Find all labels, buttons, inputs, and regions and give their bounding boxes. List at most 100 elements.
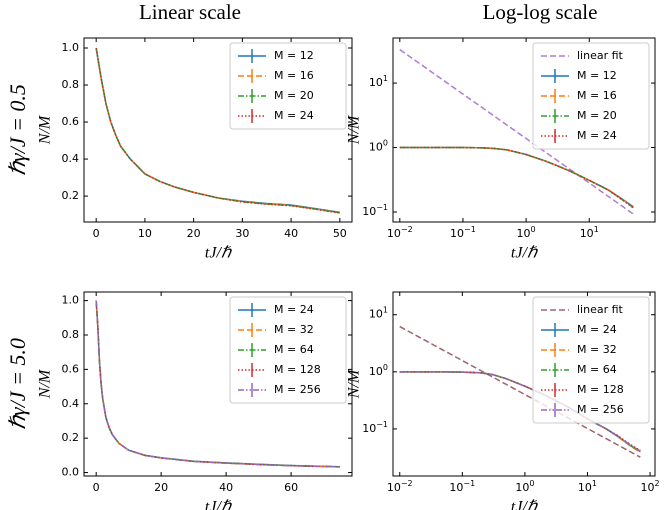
y-tick-label-base: 1.0 [62,294,80,307]
x-tick-label-base: 10 [580,227,594,240]
x-tick-label: 101 [580,225,599,241]
y-tick-label: 1.0 [62,294,80,307]
x-tick-label: 10−2 [387,225,413,241]
y-tick-label: 0.8 [62,78,80,91]
x-tick-label: 0 [93,481,100,494]
x-tick-label: 100 [515,479,534,495]
series-line [399,49,634,215]
legend-label: M = 16 [577,89,617,102]
x-tick-label: 10 [138,227,152,240]
x-tick-label-exponent: 0 [529,479,534,488]
y-tick-label-exponent: 0 [383,362,388,371]
y-axis-label: N/M [37,368,54,399]
y-tick-label-exponent: 0 [383,138,388,147]
y-axis-label: N/M [346,368,363,399]
y-tick-label: 10−1 [362,419,388,435]
y-tick-label: 101 [369,305,388,321]
x-tick-label: 101 [578,479,597,495]
legend-label: M = 256 [577,403,624,416]
y-tick-label: 100 [369,362,388,378]
y-tick-label: 0.6 [62,362,80,375]
x-tick-label: 102 [640,479,659,495]
y-tick-label: 100 [369,138,388,154]
y-tick-label-base: 0.0 [62,466,80,479]
legend-box [532,296,650,424]
legend-label: M = 12 [274,49,314,62]
legend-box [229,296,347,404]
legend-label: M = 16 [274,69,314,82]
y-tick-label: 0.4 [62,397,80,410]
legend-label: M = 128 [274,363,321,376]
legend-box [532,42,650,150]
legend-label: M = 32 [577,343,617,356]
column-title: Linear scale [139,0,241,24]
x-tick-label-exponent: 1 [592,479,597,488]
legend-label: M = 20 [274,89,314,102]
series-line [95,47,340,214]
x-tick-label-exponent: −2 [401,225,413,234]
y-tick-label: 0.2 [62,189,80,202]
plot-lines [95,300,340,468]
y-tick-label: 0.0 [62,466,80,479]
y-tick-label: 0.4 [62,152,80,165]
x-tick-label-base: 10 [449,481,463,494]
legend-label: M = 24 [577,129,617,142]
y-tick-label-base: 10 [369,308,383,321]
y-tick-label: 10−1 [362,203,388,219]
column-title: Log-log scale [483,0,598,24]
y-tick-label: 101 [369,74,388,90]
x-tick-label: 40 [219,481,233,494]
x-tick-label-exponent: −1 [463,479,475,488]
plot-lines [95,47,340,214]
y-tick-label-base: 10 [369,365,383,378]
x-tick-label-base: 10 [640,481,654,494]
x-tick-label: 10−2 [387,479,413,495]
x-tick-label: 50 [333,227,347,240]
x-tick-label: 20 [154,481,168,494]
legend-label: M = 12 [577,69,617,82]
row-label: ℏγ/J = 0.5 [5,84,30,176]
legend-label: linear fit [577,49,624,62]
y-tick-label-exponent: −1 [376,419,388,428]
x-tick-label: 10−1 [450,225,476,241]
y-axis-label: N/M [346,114,363,145]
x-tick-label-base: 10 [515,481,529,494]
row-label: ℏγ/J = 5.0 [5,338,30,430]
y-tick-label: 0.6 [62,115,80,128]
legend-label: M = 24 [274,109,314,122]
y-tick-label: 1.0 [62,41,80,54]
x-tick-label: 100 [517,225,536,241]
y-tick-label: 0.2 [62,431,80,444]
legend-label: M = 64 [577,363,617,376]
legend-label: M = 24 [577,323,617,336]
x-tick-label-base: 10 [387,481,401,494]
x-tick-label: 10−1 [449,479,475,495]
x-tick-label: 0 [93,227,100,240]
y-tick-label-exponent: 1 [383,74,388,83]
series-line [399,325,641,458]
x-tick-label-base: 10 [517,227,531,240]
y-tick-label-exponent: −1 [376,203,388,212]
x-tick-label-exponent: 2 [654,479,659,488]
y-tick-label-base: 10 [369,76,383,89]
y-tick-label-base: 10 [362,422,376,435]
x-axis-label: tJ/ℏ [205,499,233,510]
y-tick-label: 0.8 [62,328,80,341]
x-tick-label: 60 [284,481,298,494]
legend-box [229,42,347,130]
x-tick-label: 30 [235,227,249,240]
x-axis-label: tJ/ℏ [205,245,233,262]
y-tick-label-base: 10 [369,141,383,154]
legend-label: linear fit [577,303,624,316]
plot-lines [399,49,634,215]
x-axis-label: tJ/ℏ [511,245,539,262]
x-tick-label-exponent: 1 [594,225,599,234]
y-tick-label-base: 10 [362,205,376,218]
x-tick-label-exponent: 0 [531,225,536,234]
x-tick-label: 40 [284,227,298,240]
legend-label: M = 32 [274,323,314,336]
x-tick-label-exponent: −2 [401,479,413,488]
legend-label: M = 128 [577,383,624,396]
series-line [399,146,634,209]
x-tick-label-exponent: −1 [464,225,476,234]
